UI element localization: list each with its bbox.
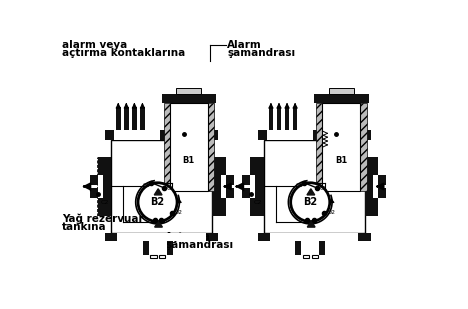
Bar (270, 233, 358, 241)
Bar (250, 157, 264, 216)
Bar (285, 107, 289, 130)
Text: açtırma kontaklarına: açtırma kontaklarına (62, 48, 186, 58)
Text: C2: C2 (253, 200, 262, 205)
Polygon shape (154, 221, 162, 227)
Bar (105, 130, 218, 140)
Bar (220, 176, 226, 197)
Bar (143, 241, 173, 255)
Bar (132, 107, 137, 130)
Text: şamandrası: şamandrası (166, 240, 234, 250)
Bar (89, 188, 97, 197)
Bar (329, 88, 354, 94)
Text: O1: O1 (295, 183, 303, 188)
Bar (258, 130, 371, 140)
Bar (258, 233, 371, 241)
Bar (373, 176, 378, 197)
Text: B1: B1 (336, 156, 348, 165)
Text: C1: C1 (167, 185, 175, 191)
Bar (314, 94, 368, 103)
Bar (242, 188, 250, 197)
Bar (269, 107, 273, 130)
Text: B1: B1 (183, 156, 195, 165)
Circle shape (138, 183, 177, 222)
Bar (312, 255, 318, 258)
Bar (176, 88, 201, 94)
Bar (267, 130, 313, 140)
Bar (124, 107, 129, 130)
Polygon shape (154, 189, 162, 195)
Text: Alarm: Alarm (227, 40, 262, 50)
Text: C2: C2 (101, 200, 109, 205)
Text: O2: O2 (327, 210, 336, 215)
Bar (226, 188, 234, 197)
Bar (150, 255, 156, 258)
Bar (116, 107, 121, 130)
Text: şamandrası: şamandrası (227, 48, 296, 58)
Text: tankına: tankına (62, 222, 107, 232)
Bar (208, 103, 214, 191)
Bar (89, 176, 97, 184)
Bar (301, 241, 319, 255)
Bar (316, 103, 322, 191)
Bar (295, 241, 325, 255)
Circle shape (291, 183, 330, 222)
Bar (149, 241, 167, 255)
Bar (164, 103, 170, 191)
Text: C1: C1 (319, 185, 328, 191)
Bar (212, 157, 226, 216)
Text: alarm veya: alarm veya (62, 40, 128, 50)
Bar (97, 176, 102, 197)
Bar (303, 255, 309, 258)
Bar (170, 103, 208, 191)
Bar (97, 157, 111, 216)
Polygon shape (307, 189, 314, 195)
Bar (277, 107, 281, 130)
Bar (105, 233, 218, 241)
Bar (378, 188, 386, 197)
Text: O2: O2 (174, 210, 183, 215)
Bar (226, 176, 234, 184)
Bar (159, 255, 165, 258)
Bar (117, 233, 206, 241)
Text: O1: O1 (143, 183, 150, 188)
Text: B2: B2 (303, 197, 317, 207)
Text: B2: B2 (151, 197, 165, 207)
Bar (322, 103, 360, 191)
Polygon shape (307, 221, 315, 227)
Bar (365, 157, 378, 216)
Bar (264, 140, 365, 233)
Bar (162, 94, 216, 103)
Bar (250, 176, 255, 197)
Bar (293, 107, 298, 130)
Bar (140, 107, 145, 130)
Text: Açtırma: Açtırma (166, 232, 212, 242)
Bar (360, 103, 366, 191)
Text: Yağ rezervuar: Yağ rezervuar (62, 214, 144, 224)
Bar (114, 130, 161, 140)
Bar (378, 176, 386, 184)
Bar (111, 140, 212, 233)
Bar (242, 176, 250, 184)
